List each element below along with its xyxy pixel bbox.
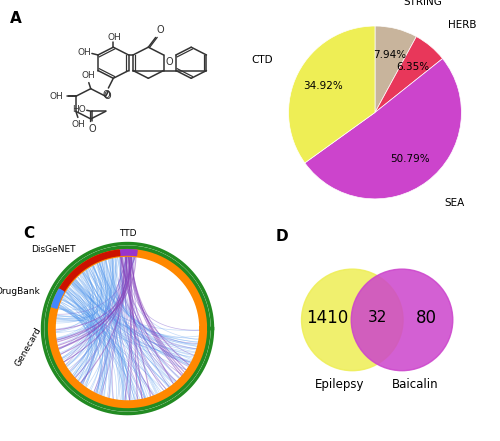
Text: 32: 32 bbox=[368, 310, 387, 325]
Text: OH: OH bbox=[50, 92, 64, 101]
Polygon shape bbox=[120, 250, 137, 256]
Text: C: C bbox=[23, 226, 34, 241]
Text: 6.35%: 6.35% bbox=[396, 63, 430, 72]
Text: 50.79%: 50.79% bbox=[390, 154, 430, 164]
Text: 7.94%: 7.94% bbox=[373, 51, 406, 60]
Text: HERB: HERB bbox=[448, 20, 477, 30]
Polygon shape bbox=[52, 289, 64, 308]
Text: OH: OH bbox=[108, 33, 122, 42]
Text: STRING: STRING bbox=[403, 0, 442, 7]
Text: SEA: SEA bbox=[444, 198, 464, 209]
Text: O: O bbox=[157, 25, 164, 35]
Text: OH: OH bbox=[82, 71, 95, 80]
Text: Epilepsy: Epilepsy bbox=[314, 378, 364, 391]
Text: CTD: CTD bbox=[252, 56, 274, 65]
Polygon shape bbox=[59, 250, 120, 292]
Text: OH: OH bbox=[72, 120, 85, 129]
Wedge shape bbox=[305, 59, 462, 199]
Text: B: B bbox=[250, 0, 262, 2]
Text: DisGeNET: DisGeNET bbox=[32, 245, 76, 254]
Text: TTD: TTD bbox=[120, 229, 137, 238]
Text: O: O bbox=[166, 57, 173, 67]
Text: Genecard: Genecard bbox=[13, 325, 43, 368]
Circle shape bbox=[302, 269, 403, 371]
Text: HO: HO bbox=[72, 105, 86, 114]
Text: O: O bbox=[102, 90, 110, 100]
Text: O: O bbox=[103, 91, 110, 101]
Text: 80: 80 bbox=[416, 309, 438, 327]
Text: A: A bbox=[10, 11, 22, 26]
Circle shape bbox=[351, 269, 453, 371]
Text: 1410: 1410 bbox=[306, 309, 348, 327]
Wedge shape bbox=[288, 26, 375, 163]
Text: Baicalin: Baicalin bbox=[392, 378, 438, 391]
Text: 34.92%: 34.92% bbox=[303, 81, 343, 91]
Text: O: O bbox=[88, 124, 96, 134]
Wedge shape bbox=[375, 37, 442, 112]
Wedge shape bbox=[375, 26, 416, 112]
Text: DrugBank: DrugBank bbox=[0, 287, 40, 296]
Text: D: D bbox=[276, 229, 288, 244]
Text: OH: OH bbox=[78, 49, 91, 57]
